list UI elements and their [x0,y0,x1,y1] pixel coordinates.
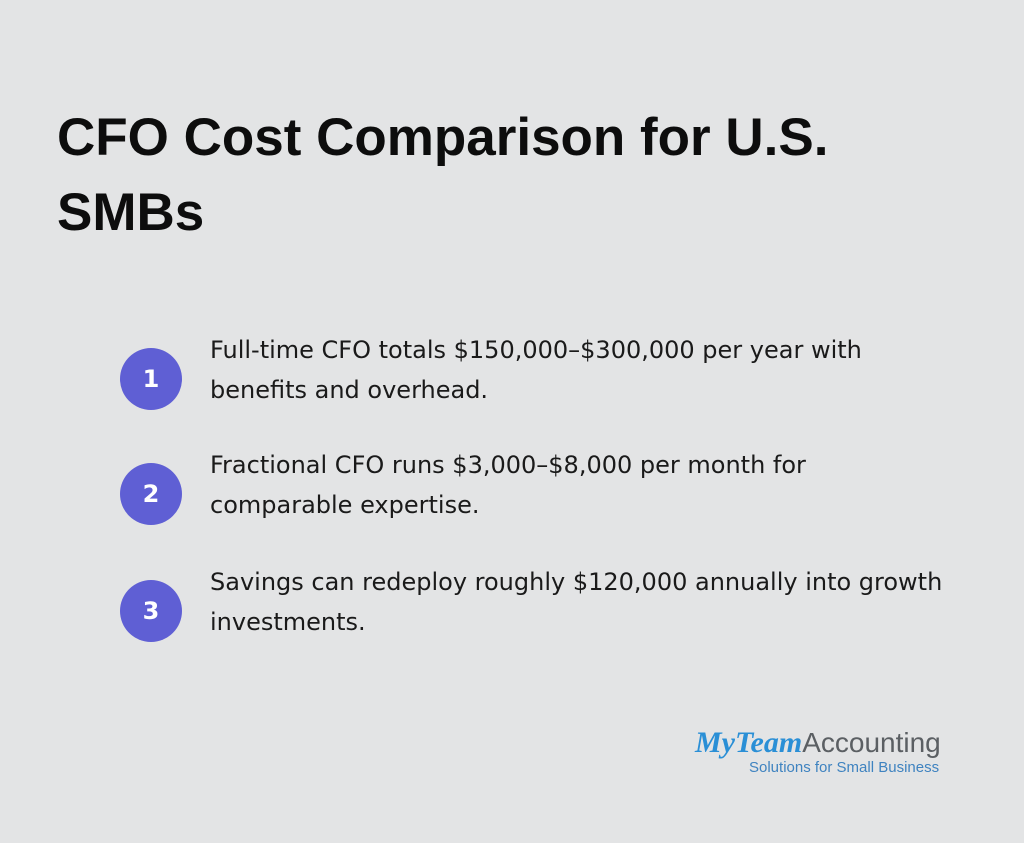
logo-brand: MyTeam [695,726,803,759]
list-item: 1 Full-time CFO totals $150,000–$300,000… [120,336,980,438]
list-item: 3 Savings can redeploy roughly $120,000 … [120,568,980,670]
logo: MyTeamAccounting Solutions for Small Bus… [695,726,965,776]
title: CFO Cost Comparison for U.S. SMBs [57,108,829,242]
step-text: Full-time CFO totals $150,000–$300,000 p… [210,336,862,404]
logo-tagline: Solutions for Small Business [749,759,940,776]
step-text: Fractional CFO runs $3,000–$8,000 per mo… [210,451,806,519]
step-number: 1 [120,348,182,410]
list-item: 2 Fractional CFO runs $3,000–$8,000 per … [120,451,980,553]
step-number: 2 [120,463,182,525]
step-text: Savings can redeploy roughly $120,000 an… [210,568,943,636]
step-number: 3 [120,580,182,642]
logo-name: Accounting [802,727,941,758]
